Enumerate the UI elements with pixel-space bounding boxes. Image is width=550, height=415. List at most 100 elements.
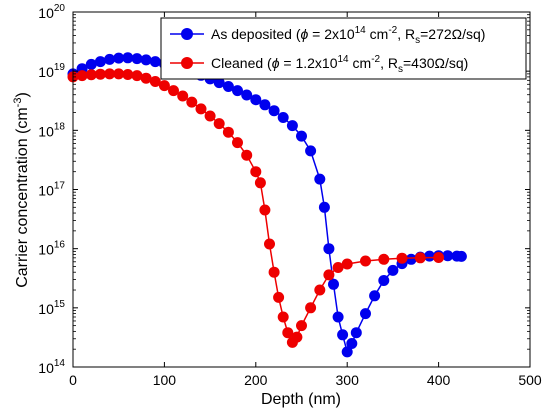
- y-tick-exp: 14: [54, 358, 66, 369]
- data-point: [232, 137, 243, 149]
- y-tick-label: 1019: [38, 62, 65, 80]
- data-point: [414, 252, 426, 264]
- series-1: [67, 68, 445, 348]
- data-point: [222, 126, 234, 138]
- y-tick-exp: 19: [54, 62, 66, 73]
- y-tick-exp: 20: [54, 3, 66, 14]
- data-point: [277, 311, 289, 323]
- data-point: [296, 130, 307, 142]
- data-point: [149, 56, 161, 68]
- y-tick-base: 10: [38, 360, 54, 376]
- y-tick-label: 1018: [38, 121, 65, 139]
- legend-subscript: s: [415, 35, 420, 46]
- data-point: [131, 53, 143, 65]
- data-point: [76, 70, 88, 82]
- x-tick-label: 500: [518, 372, 542, 388]
- data-point: [131, 70, 143, 82]
- data-point: [332, 311, 344, 323]
- legend-marker: [181, 28, 193, 40]
- data-point: [232, 85, 243, 97]
- data-point: [314, 284, 326, 296]
- y-tick-label: 1017: [38, 181, 65, 199]
- y-tick-label: 1016: [38, 240, 65, 258]
- data-point: [360, 308, 371, 320]
- legend-superscript: -2: [388, 25, 397, 36]
- data-point: [305, 145, 317, 157]
- y-tick-exp: 16: [54, 240, 66, 251]
- data-point: [264, 238, 275, 250]
- legend-label: As deposited (ϕ = 2x1014 cm-2, Rs=272Ω/s…: [211, 25, 485, 46]
- data-point: [104, 68, 116, 80]
- y-tick-base: 10: [38, 5, 54, 21]
- data-point: [378, 253, 390, 265]
- data-point: [177, 90, 189, 102]
- legend-entries: As deposited (ϕ = 2x1014 cm-2, Rs=272Ω/s…: [170, 25, 485, 75]
- data-point: [296, 320, 307, 332]
- legend-superscript: -2: [371, 54, 380, 65]
- data-point: [250, 94, 262, 106]
- x-axis-title: Depth (nm): [261, 391, 341, 408]
- y-tick-label: 1014: [38, 358, 65, 376]
- data-point: [369, 290, 381, 302]
- x-tick-label: 300: [336, 372, 360, 388]
- legend-phi-symbol: ϕ: [301, 26, 309, 42]
- data-point: [259, 99, 271, 111]
- data-point: [168, 85, 179, 97]
- data-point: [433, 252, 445, 263]
- data-point: [241, 89, 253, 101]
- legend-text-part: =272Ω/sq): [420, 26, 485, 42]
- data-point: [346, 338, 358, 349]
- data-point: [337, 329, 349, 341]
- data-point: [277, 112, 289, 123]
- x-tick-label: 0: [69, 372, 77, 388]
- legend-text-part: , R: [380, 55, 398, 71]
- y-tick-base: 10: [38, 183, 54, 199]
- data-point: [195, 103, 207, 115]
- y-axis-title: Carrier concentration (cm-3): [12, 92, 31, 288]
- y-tick-exp: 18: [54, 121, 66, 132]
- data-point: [250, 166, 262, 178]
- data-point: [213, 77, 225, 89]
- tick-layer: 0 100 200 300 400 500101410151016101710181019…: [38, 3, 542, 388]
- data-point: [318, 201, 330, 213]
- data-point: [204, 110, 216, 122]
- legend-phi-symbol: ϕ: [272, 55, 280, 71]
- legend-superscript: 14: [338, 54, 350, 65]
- data-point: [405, 253, 417, 265]
- legend-entry-1: Cleaned (ϕ = 1.2x1014 cm-2, Rs=430Ω/sq): [170, 54, 468, 75]
- data-point: [85, 58, 97, 70]
- legend-text-part: =430Ω/sq): [403, 55, 468, 71]
- data-point: [341, 346, 353, 358]
- data-point: [455, 250, 467, 262]
- y-tick-label: 1020: [38, 3, 65, 21]
- legend-text-part: Cleaned (: [211, 55, 272, 71]
- data-point: [140, 72, 152, 84]
- data-point: [323, 269, 335, 281]
- legend-text-part: = 2x10: [308, 26, 355, 42]
- data-point: [424, 250, 435, 262]
- data-point: [305, 302, 317, 314]
- data-point: [442, 250, 454, 262]
- data-point: [332, 262, 344, 273]
- data-point: [241, 149, 253, 161]
- data-point: [268, 105, 280, 117]
- data-point: [122, 52, 134, 64]
- legend: As deposited (ϕ = 2x1014 cm-2, Rs=272Ω/s…: [160, 17, 527, 80]
- x-tick-label: 100: [153, 372, 177, 388]
- data-point: [140, 54, 152, 66]
- data-point: [396, 252, 408, 264]
- legend-text-part: cm: [366, 26, 389, 42]
- data-point: [328, 278, 339, 290]
- legend-text-part: = 1.2x10: [280, 55, 338, 71]
- data-point: [94, 56, 106, 68]
- y-tick-label: 1015: [38, 299, 65, 317]
- data-point: [222, 81, 234, 92]
- data-point: [273, 291, 285, 303]
- x-tick-label: 200: [244, 372, 268, 388]
- data-point: [149, 76, 161, 87]
- legend-text-part: , R: [397, 26, 415, 42]
- y-tick-base: 10: [38, 242, 54, 258]
- data-point: [94, 68, 106, 80]
- data-point: [113, 52, 125, 64]
